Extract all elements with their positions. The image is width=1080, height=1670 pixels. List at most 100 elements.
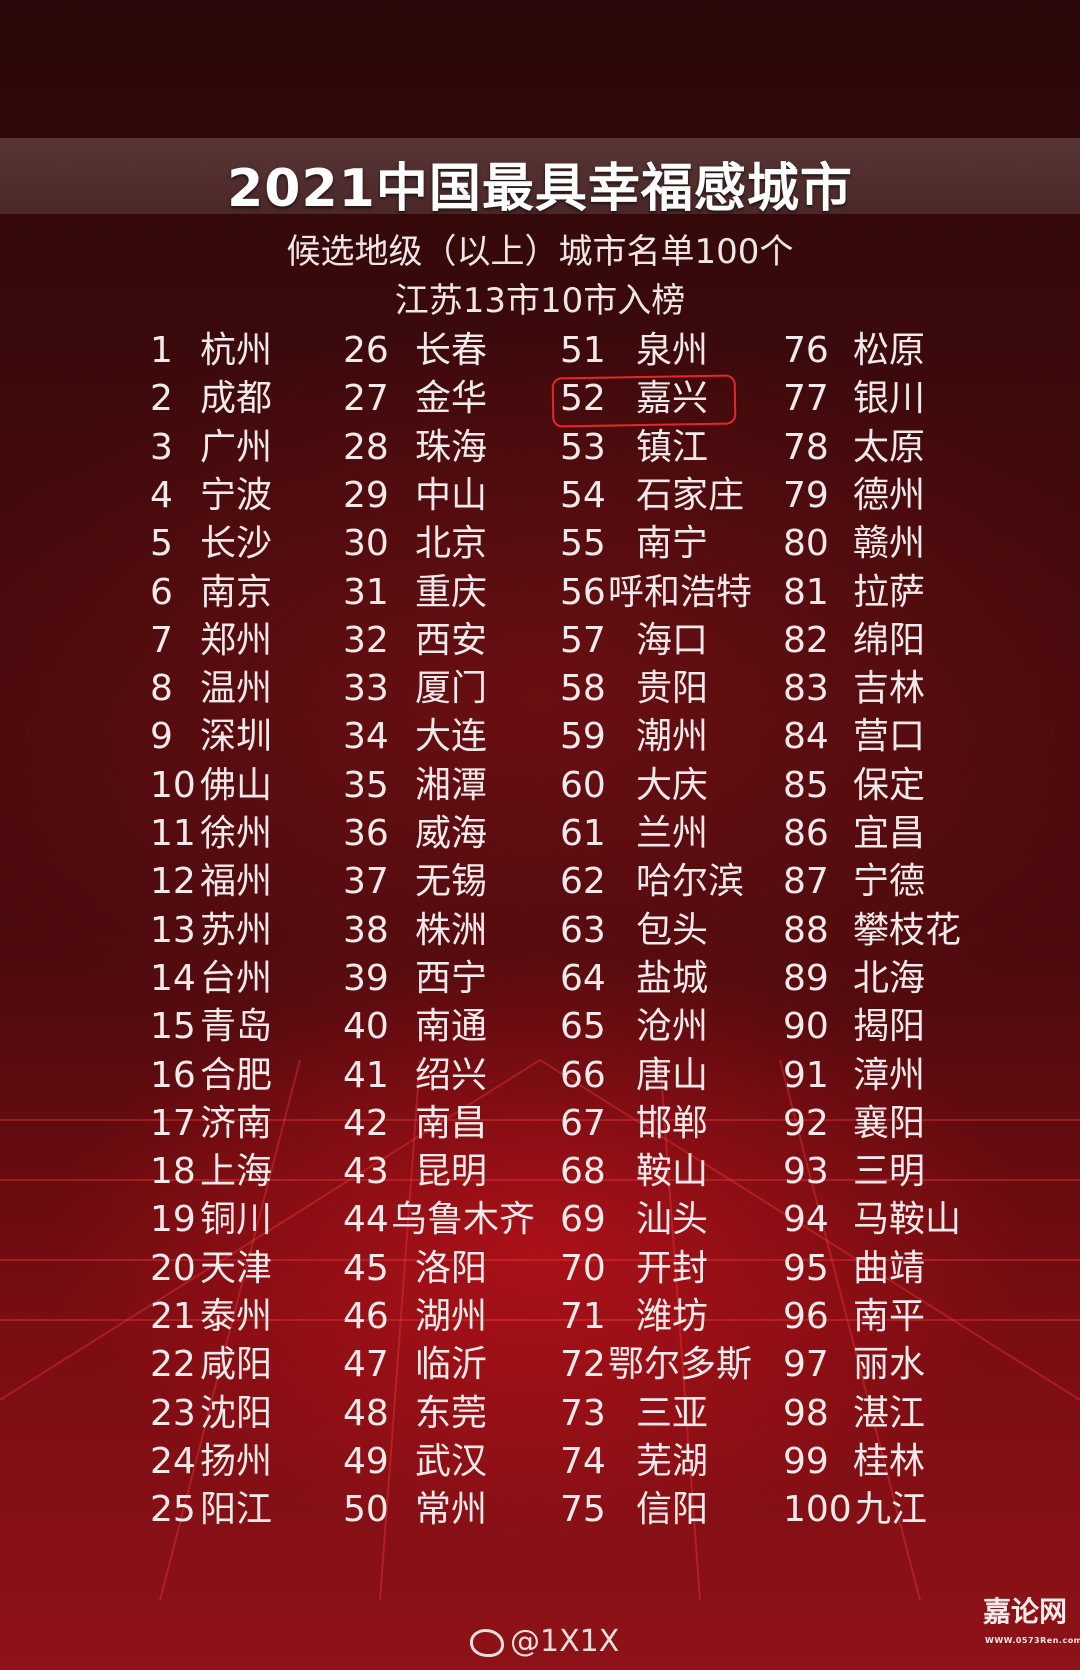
city-rank: 24 xyxy=(150,1440,196,1482)
city-rank: 25 xyxy=(150,1489,196,1531)
city-rank: 94 xyxy=(783,1199,829,1241)
city-name: 太原 xyxy=(853,426,926,468)
city-rank: 21 xyxy=(150,1296,196,1337)
highlight-circle xyxy=(551,374,737,428)
city-rank: 19 xyxy=(150,1199,196,1241)
city-rank: 33 xyxy=(343,668,389,710)
city-name: 绵阳 xyxy=(853,619,926,661)
city-name: 威海 xyxy=(415,813,488,854)
city-name: 昆明 xyxy=(415,1151,488,1193)
city-name: 兰州 xyxy=(636,813,709,854)
city-name: 阳江 xyxy=(200,1489,273,1531)
city-name: 揭阳 xyxy=(853,1006,926,1048)
city-rank: 100 xyxy=(783,1489,852,1531)
city-rank: 82 xyxy=(783,619,829,661)
city-name: 常州 xyxy=(415,1489,488,1531)
city-rank: 8 xyxy=(150,668,173,710)
city-rank: 77 xyxy=(783,378,829,420)
city-name: 潮州 xyxy=(636,716,709,758)
city-name: 湛江 xyxy=(853,1392,926,1434)
city-name: 长春 xyxy=(415,330,488,371)
city-rank: 11 xyxy=(150,813,196,854)
city-name: 济南 xyxy=(200,1102,273,1144)
city-name: 乌鲁木齐 xyxy=(391,1199,536,1241)
city-name: 福州 xyxy=(200,861,273,903)
city-name: 深圳 xyxy=(200,716,273,758)
city-name: 珠海 xyxy=(415,426,488,468)
site-logo: 嘉论网 WWW.0573Ren.com xyxy=(983,1596,1080,1646)
city-rank: 42 xyxy=(343,1102,389,1144)
city-rank: 20 xyxy=(150,1247,196,1289)
city-name: 九江 xyxy=(855,1489,928,1531)
city-rank: 95 xyxy=(783,1247,829,1289)
city-rank: 17 xyxy=(150,1102,196,1144)
city-rank: 47 xyxy=(343,1344,389,1386)
city-name: 西安 xyxy=(415,619,488,661)
city-name: 大连 xyxy=(415,716,488,758)
city-name: 泰州 xyxy=(200,1296,273,1337)
city-name: 嘉兴 xyxy=(636,378,709,420)
city-rank: 78 xyxy=(783,426,829,468)
city-rank: 39 xyxy=(343,957,389,999)
city-rank: 76 xyxy=(783,330,829,371)
site-url: WWW.0573Ren.com xyxy=(985,1636,1080,1645)
city-name: 开封 xyxy=(636,1247,709,1289)
city-name: 保定 xyxy=(853,764,926,806)
city-name: 丽水 xyxy=(853,1344,926,1386)
city-rank: 79 xyxy=(783,474,829,516)
city-name: 德州 xyxy=(853,474,926,516)
city-rank: 63 xyxy=(560,909,606,951)
city-rank: 68 xyxy=(560,1151,606,1193)
city-rank: 66 xyxy=(560,1054,606,1096)
city-name: 包头 xyxy=(636,909,709,951)
city-rank: 13 xyxy=(150,909,196,951)
city-rank: 91 xyxy=(783,1054,829,1096)
city-name: 唐山 xyxy=(636,1054,709,1096)
city-name: 温州 xyxy=(200,668,273,710)
city-rank: 80 xyxy=(783,523,829,565)
city-name: 马鞍山 xyxy=(853,1199,962,1241)
city-rank: 99 xyxy=(783,1440,829,1482)
city-rank: 75 xyxy=(560,1489,606,1531)
city-rank: 73 xyxy=(560,1392,606,1434)
city-name: 沧州 xyxy=(636,1006,709,1048)
city-name: 芜湖 xyxy=(636,1440,709,1482)
city-name: 合肥 xyxy=(200,1054,273,1096)
city-name: 铜川 xyxy=(200,1199,273,1241)
city-rank: 60 xyxy=(560,764,606,806)
city-name: 泉州 xyxy=(636,330,709,371)
city-name: 襄阳 xyxy=(853,1102,926,1144)
city-name: 汕头 xyxy=(636,1199,709,1241)
city-rank: 1 xyxy=(150,330,173,371)
city-rank: 55 xyxy=(560,523,606,565)
city-name: 扬州 xyxy=(200,1440,273,1482)
city-name: 西宁 xyxy=(415,957,488,999)
city-rank: 40 xyxy=(343,1006,389,1048)
city-name: 三亚 xyxy=(636,1392,709,1434)
city-name: 广州 xyxy=(200,426,273,468)
city-rank: 70 xyxy=(560,1247,606,1289)
city-rank: 74 xyxy=(560,1440,606,1482)
city-rank: 2 xyxy=(150,378,173,420)
city-rank: 37 xyxy=(343,861,389,903)
city-name: 成都 xyxy=(200,378,273,420)
city-name: 潍坊 xyxy=(636,1296,709,1337)
city-rank: 89 xyxy=(783,957,829,999)
city-rank: 64 xyxy=(560,957,606,999)
city-name: 镇江 xyxy=(636,426,709,468)
city-name: 邯郸 xyxy=(636,1102,709,1144)
city-name: 盐城 xyxy=(636,957,709,999)
city-name: 南宁 xyxy=(636,523,709,565)
city-rank: 28 xyxy=(343,426,389,468)
city-rank: 43 xyxy=(343,1151,389,1193)
city-name: 宜昌 xyxy=(853,813,926,854)
page-title: 2021中国最具幸福感城市 xyxy=(227,159,853,219)
city-rank: 36 xyxy=(343,813,389,854)
city-name: 宁波 xyxy=(200,474,273,516)
title-band xyxy=(0,138,1080,214)
city-rank: 45 xyxy=(343,1247,389,1289)
city-name: 哈尔滨 xyxy=(636,861,745,903)
city-rank: 83 xyxy=(783,668,829,710)
city-name: 桂林 xyxy=(853,1440,926,1482)
city-rank: 44 xyxy=(343,1199,389,1241)
